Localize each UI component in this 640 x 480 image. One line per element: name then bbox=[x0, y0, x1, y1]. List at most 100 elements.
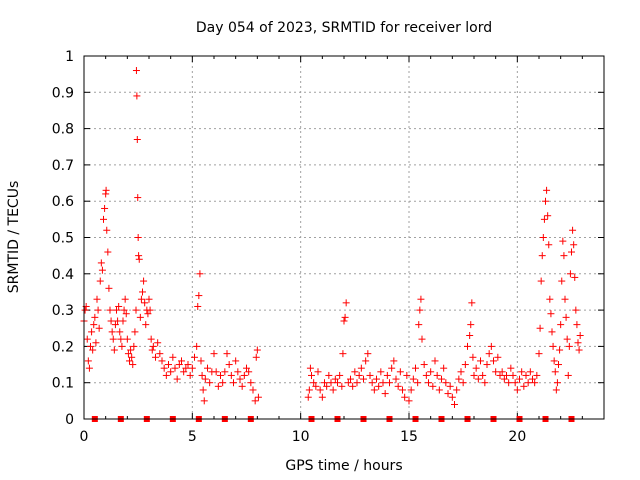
y-tick-label: 0.2 bbox=[52, 339, 74, 355]
data-point bbox=[156, 350, 164, 358]
data-point bbox=[83, 335, 91, 343]
data-point bbox=[522, 371, 530, 379]
data-point bbox=[197, 357, 205, 365]
data-point bbox=[310, 379, 318, 387]
data-point bbox=[217, 371, 224, 379]
data-point bbox=[574, 339, 582, 347]
data-point bbox=[93, 295, 101, 303]
data-point bbox=[516, 375, 523, 383]
data-point bbox=[557, 321, 565, 329]
data-point bbox=[201, 375, 209, 383]
data-point bbox=[405, 397, 413, 405]
data-point bbox=[306, 364, 314, 372]
data-point bbox=[234, 368, 242, 376]
data-point bbox=[362, 357, 370, 365]
data-point bbox=[340, 317, 348, 325]
data-point bbox=[551, 368, 559, 376]
data-point bbox=[556, 346, 564, 354]
data-point bbox=[341, 313, 349, 321]
data-point bbox=[175, 361, 183, 369]
data-point bbox=[368, 379, 376, 387]
data-point bbox=[325, 371, 333, 379]
data-point bbox=[123, 335, 131, 343]
data-point bbox=[570, 241, 578, 249]
data-point bbox=[390, 357, 398, 365]
data-point bbox=[167, 368, 175, 376]
data-point bbox=[440, 364, 448, 372]
data-point bbox=[568, 248, 575, 256]
data-point bbox=[375, 382, 383, 390]
data-point bbox=[576, 332, 584, 340]
data-point bbox=[180, 368, 188, 376]
data-point bbox=[133, 92, 141, 100]
data-point bbox=[564, 371, 572, 379]
data-point bbox=[399, 386, 406, 394]
data-point bbox=[435, 386, 443, 394]
data-point bbox=[526, 368, 534, 376]
data-point bbox=[563, 335, 571, 343]
data-point bbox=[95, 324, 103, 332]
data-point bbox=[561, 295, 569, 303]
data-point bbox=[105, 284, 113, 292]
data-point bbox=[545, 241, 553, 249]
data-point bbox=[304, 393, 312, 401]
data-point bbox=[316, 386, 324, 394]
data-point bbox=[500, 375, 508, 383]
data-point bbox=[429, 382, 437, 390]
data-point bbox=[152, 353, 159, 361]
data-point bbox=[427, 368, 435, 376]
data-point bbox=[420, 361, 428, 369]
data-point bbox=[349, 382, 357, 390]
data-point bbox=[101, 204, 109, 212]
data-point bbox=[240, 371, 248, 379]
data-point bbox=[331, 375, 339, 383]
data-point bbox=[139, 288, 146, 296]
data-point bbox=[140, 277, 148, 285]
data-point bbox=[104, 248, 112, 256]
data-point bbox=[108, 328, 116, 336]
data-point bbox=[451, 400, 458, 408]
data-point bbox=[126, 357, 133, 365]
data-point bbox=[338, 382, 346, 390]
data-point bbox=[113, 306, 120, 314]
data-point bbox=[575, 346, 583, 354]
data-point bbox=[219, 379, 227, 387]
data-point bbox=[210, 350, 218, 358]
data-point bbox=[87, 342, 94, 350]
data-point bbox=[490, 357, 497, 365]
y-tick-label: 0 bbox=[65, 412, 74, 428]
data-point bbox=[115, 302, 123, 310]
data-point bbox=[128, 353, 136, 361]
data-point bbox=[416, 306, 424, 314]
data-point bbox=[535, 350, 543, 358]
data-point bbox=[96, 277, 104, 285]
data-point bbox=[81, 306, 89, 314]
data-point bbox=[553, 379, 561, 387]
data-point bbox=[457, 368, 465, 376]
data-point bbox=[366, 371, 374, 379]
data-point bbox=[470, 371, 478, 379]
data-point bbox=[98, 266, 106, 274]
data-point bbox=[232, 357, 240, 365]
data-point bbox=[144, 310, 152, 318]
y-tick-label: 0.3 bbox=[52, 303, 74, 319]
data-point bbox=[479, 371, 487, 379]
data-point bbox=[549, 342, 557, 350]
data-point bbox=[119, 317, 127, 325]
data-point bbox=[412, 364, 419, 372]
data-point bbox=[344, 379, 352, 387]
data-point bbox=[539, 234, 547, 241]
data-point bbox=[520, 382, 528, 390]
data-point bbox=[559, 237, 567, 245]
data-point bbox=[573, 321, 581, 329]
data-point bbox=[417, 295, 425, 303]
data-point bbox=[169, 353, 177, 361]
data-point bbox=[507, 364, 515, 372]
data-point bbox=[194, 302, 202, 310]
data-point bbox=[91, 313, 99, 321]
data-point bbox=[178, 357, 185, 365]
data-point bbox=[431, 357, 439, 365]
y-tick-label: 0.8 bbox=[52, 122, 74, 138]
data-point bbox=[422, 371, 430, 379]
